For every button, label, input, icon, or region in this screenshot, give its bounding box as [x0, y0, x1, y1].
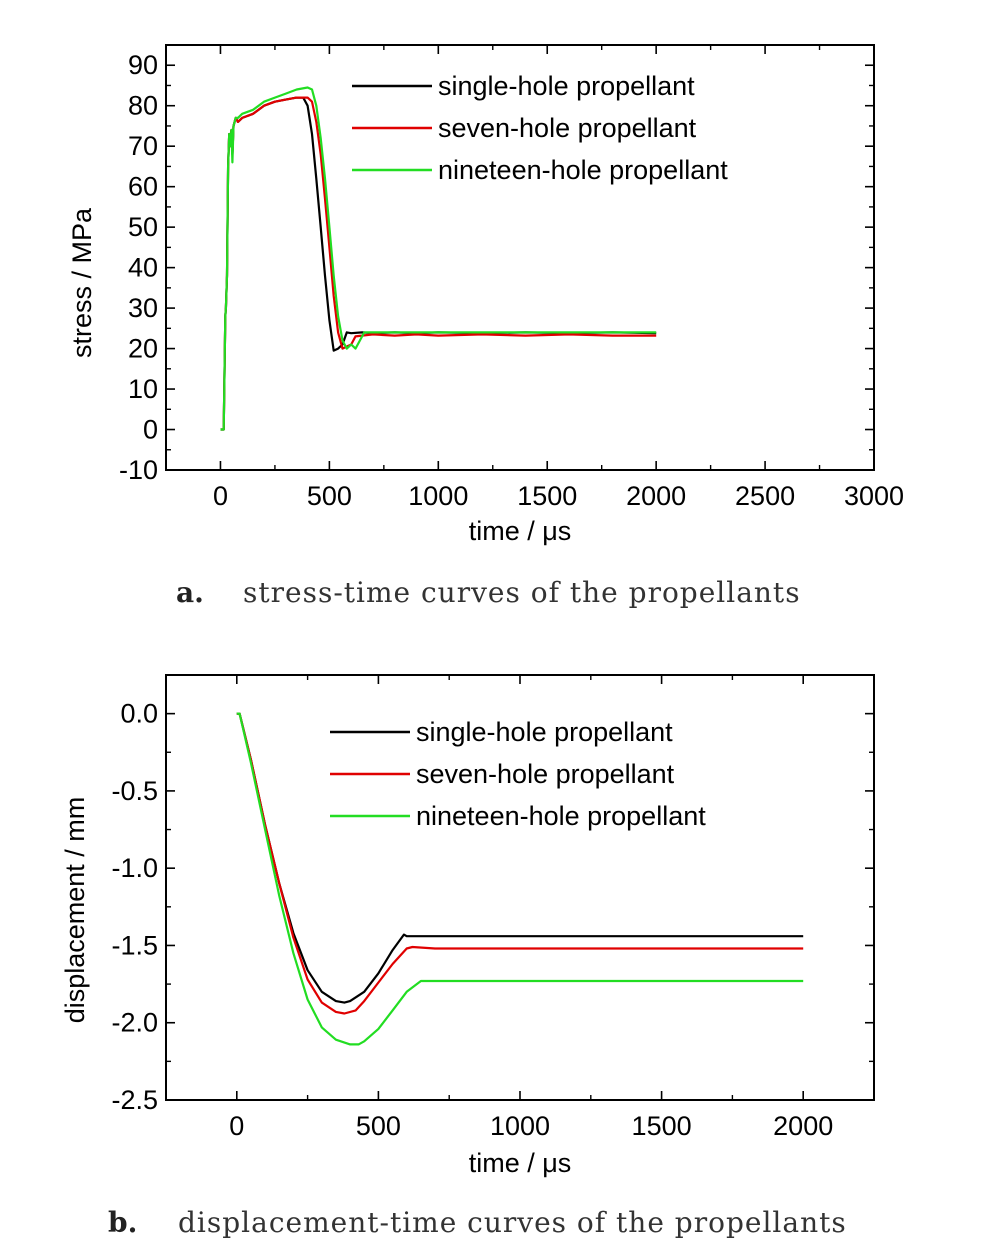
y-tick-label: 60 [128, 172, 158, 202]
y-tick-label: 0 [143, 415, 158, 445]
y-tick-label: 20 [128, 334, 158, 364]
stress-time-chart: 0 500 1000 1500 2000 2500 3000 -10 0 10 20 30 40 50 60… [67, 44, 904, 609]
x-tick-label: 2000 [773, 1111, 833, 1141]
x-tick-label: 3000 [844, 481, 904, 511]
y-tick-label: 80 [128, 91, 158, 121]
y-tick-label: 70 [128, 131, 158, 161]
y-tick-label: -0.5 [111, 776, 158, 806]
x-tick-label: 1000 [490, 1111, 550, 1141]
legend-label: single-hole propellant [438, 71, 695, 101]
x-axis-label: time / μs [469, 516, 572, 546]
caption-a: stress-time curves of the propellants [243, 576, 801, 609]
y-tick-label: 90 [128, 50, 158, 80]
series-line-nineteen-hole-propellant [220, 86, 657, 431]
x-tick-label: 2000 [626, 481, 686, 511]
legend-label: nineteen-hole propellant [438, 155, 728, 185]
y-tick-label: -2.0 [111, 1008, 158, 1038]
x-tick-label: 1500 [632, 1111, 692, 1141]
x-tick-label: 500 [356, 1111, 401, 1141]
x-tick-label: 2500 [735, 481, 795, 511]
data-series [220, 86, 657, 431]
x-tick-label: 1500 [517, 481, 577, 511]
y-tick-label: 50 [128, 212, 158, 242]
y-axis-label: displacement / mm [60, 797, 90, 1024]
x-axis-label: time / μs [469, 1148, 572, 1178]
y-tick-label: -10 [119, 455, 158, 485]
y-tick-label: -2.5 [111, 1085, 158, 1115]
series-line-seven-hole-propellant [236, 712, 804, 1015]
y-tick-label: 30 [128, 293, 158, 323]
caption-b: displacement-time curves of the propella… [178, 1206, 847, 1239]
displacement-time-chart: 0 500 1000 1500 20000.0-0.5-1.0-1.5-2.0-2.5 … [60, 674, 875, 1239]
x-tick-label: 0 [213, 481, 228, 511]
x-tick-label: 1000 [408, 481, 468, 511]
legend-label: single-hole propellant [416, 717, 673, 747]
series-line-single-hole-propellant [236, 712, 804, 1004]
x-tick-label: 0 [229, 1111, 244, 1141]
y-axis-label: stress / MPa [67, 207, 97, 358]
plot-frame [165, 44, 875, 471]
y-tick-label: -1.0 [111, 853, 158, 883]
series-line-seven-hole-propellant [220, 96, 657, 431]
axis-ticks: 0 500 1000 1500 2000 0.0 -0.5 -1.0 -1.5 -2.0 -2.5 [111, 674, 875, 1141]
legend: single-hole propellant seven-hole propell… [352, 71, 728, 185]
legend-label: seven-hole propellant [416, 759, 675, 789]
series-line-nineteen-hole-propellant [236, 712, 804, 1046]
data-series [236, 712, 804, 1046]
y-tick-label: -1.5 [111, 930, 158, 960]
legend-label: seven-hole propellant [438, 113, 697, 143]
axis-ticks: 0 500 1000 1500 2000 2500 3000 -10 0 10 20 30 40 50 60… [119, 44, 904, 511]
x-tick-label: 500 [307, 481, 352, 511]
y-tick-label: 0.0 [120, 699, 158, 729]
caption-label-b: b. [108, 1206, 137, 1239]
legend-label: nineteen-hole propellant [416, 801, 706, 831]
series-line-single-hole-propellant [220, 96, 657, 431]
legend: single-hole propellant seven-hole propell… [330, 717, 706, 831]
y-tick-label: 40 [128, 253, 158, 283]
caption-label-a: a. [176, 576, 204, 609]
y-tick-label: 10 [128, 374, 158, 404]
